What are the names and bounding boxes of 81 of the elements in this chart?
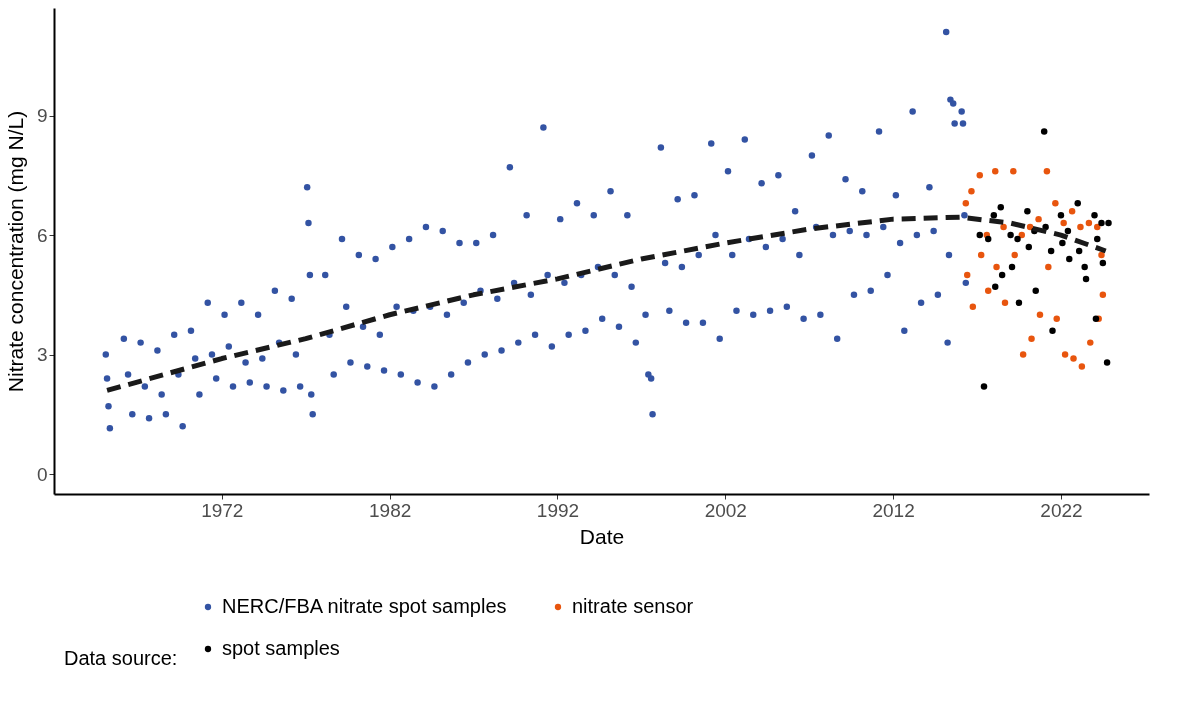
- point: [962, 199, 970, 207]
- point: [977, 251, 985, 259]
- point: [1103, 359, 1111, 366]
- legend-label: nitrate sensor: [572, 595, 694, 617]
- point: [1087, 339, 1094, 346]
- point: [1053, 315, 1060, 322]
- point: [1025, 243, 1033, 251]
- point: [1043, 168, 1051, 175]
- point: [1018, 231, 1026, 239]
- point: [1024, 207, 1031, 215]
- x-tick-label: 1992: [536, 499, 580, 521]
- legend-label: NERC/FBA nitrate spot samples: [222, 595, 507, 617]
- point: [1001, 299, 1009, 307]
- point: [984, 287, 992, 295]
- point: [1060, 219, 1067, 227]
- point: [976, 172, 984, 179]
- point: [1014, 235, 1021, 243]
- point: [1077, 223, 1084, 231]
- x-tick-label: 1972: [201, 499, 244, 521]
- point: [992, 168, 999, 175]
- point: [1052, 199, 1059, 207]
- y-tick-label: 9: [36, 105, 48, 127]
- point: [1082, 275, 1090, 283]
- point: [1028, 335, 1035, 342]
- point: [1098, 219, 1105, 227]
- point: [1094, 223, 1101, 231]
- point: [1047, 247, 1055, 255]
- y-tick-label: 0: [36, 463, 48, 485]
- point: [1026, 223, 1034, 231]
- point: [992, 283, 999, 291]
- point: [1091, 211, 1098, 219]
- point: [980, 383, 988, 390]
- point: [1008, 263, 1016, 271]
- y-tick-label: 6: [36, 224, 48, 246]
- point: [976, 231, 984, 239]
- point: [1045, 263, 1052, 271]
- point: [998, 271, 1006, 279]
- x-axis-title: Date: [579, 524, 625, 548]
- point: [1070, 355, 1077, 362]
- point: [1061, 351, 1069, 358]
- point: [1099, 291, 1107, 299]
- point: [990, 211, 998, 219]
- point: [1015, 299, 1023, 307]
- point: [963, 271, 971, 279]
- point: [984, 235, 992, 243]
- point: [1068, 207, 1076, 215]
- point: [1032, 287, 1039, 295]
- point: [1036, 311, 1044, 318]
- legend-title: Data source:: [64, 647, 178, 669]
- point: [1019, 351, 1027, 358]
- x-tick-label: 2022: [1040, 499, 1083, 521]
- point: [993, 263, 1000, 271]
- point: [1035, 215, 1042, 223]
- point: [997, 203, 1005, 211]
- point: [1094, 235, 1101, 243]
- point: [1049, 327, 1056, 334]
- point: [1074, 199, 1081, 207]
- point: [1007, 231, 1014, 239]
- point: [969, 303, 977, 310]
- point: [1078, 363, 1086, 370]
- point: [1000, 223, 1007, 231]
- point: [1081, 263, 1088, 271]
- x-tick-label: 2012: [872, 499, 915, 521]
- point: [968, 188, 975, 195]
- point: [1099, 259, 1107, 267]
- x-tick-label: 1982: [369, 499, 412, 521]
- x-tick-label: 2002: [704, 499, 747, 521]
- point: [1105, 219, 1112, 227]
- point: [1059, 239, 1066, 247]
- point: [1010, 168, 1017, 175]
- y-tick-label: 3: [36, 344, 48, 366]
- point: [1075, 247, 1083, 255]
- point: [1040, 128, 1048, 135]
- point: [1085, 219, 1093, 227]
- point: [1057, 211, 1065, 219]
- y-axis-title: Nitrate concentration (mg N/L): [3, 110, 27, 393]
- legend-label: spot samples: [222, 637, 340, 659]
- point: [1066, 255, 1073, 263]
- point: [1064, 227, 1072, 235]
- point: [1011, 251, 1018, 259]
- point: [1098, 251, 1105, 259]
